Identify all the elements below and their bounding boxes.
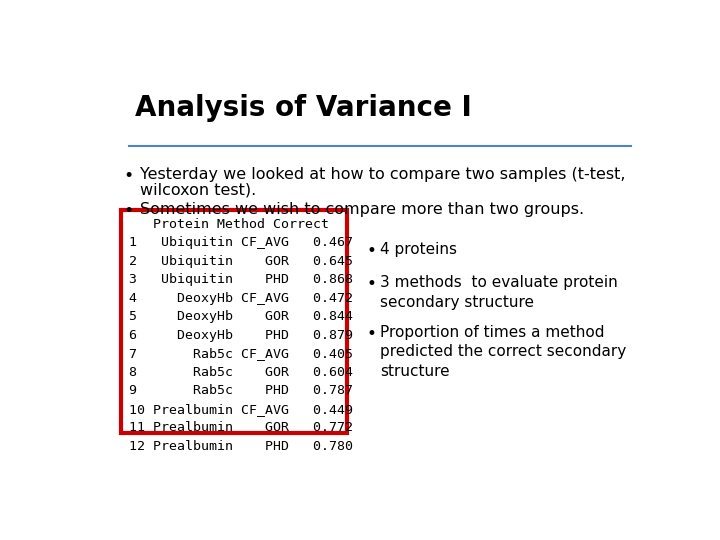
Text: •: • — [366, 325, 376, 343]
Text: Trinity College Dublin, The University of Dublin: Trinity College Dublin, The University o… — [50, 518, 326, 532]
FancyBboxPatch shape — [121, 210, 347, 433]
Text: •: • — [124, 202, 134, 220]
Text: Analysis of Variance I: Analysis of Variance I — [135, 94, 472, 122]
Text: 3 methods  to evaluate protein
secondary structure: 3 methods to evaluate protein secondary … — [380, 275, 618, 309]
Text: •: • — [366, 275, 376, 293]
Text: Yesterday we looked at how to compare two samples (t-test,: Yesterday we looked at how to compare tw… — [140, 167, 626, 181]
Text: 4 proteins: 4 proteins — [380, 241, 457, 256]
Text: wilcoxon test).: wilcoxon test). — [140, 182, 256, 197]
Text: Protein Method Correct
1   Ubiquitin CF_AVG   0.467
2   Ubiquitin    GOR   0.645: Protein Method Correct 1 Ubiquitin CF_AV… — [129, 218, 353, 453]
Text: •: • — [124, 167, 134, 185]
Text: Sometimes we wish to compare more than two groups.: Sometimes we wish to compare more than t… — [140, 202, 585, 217]
Text: •: • — [366, 241, 376, 260]
Text: Proportion of times a method
predicted the correct secondary
structure: Proportion of times a method predicted t… — [380, 325, 626, 379]
